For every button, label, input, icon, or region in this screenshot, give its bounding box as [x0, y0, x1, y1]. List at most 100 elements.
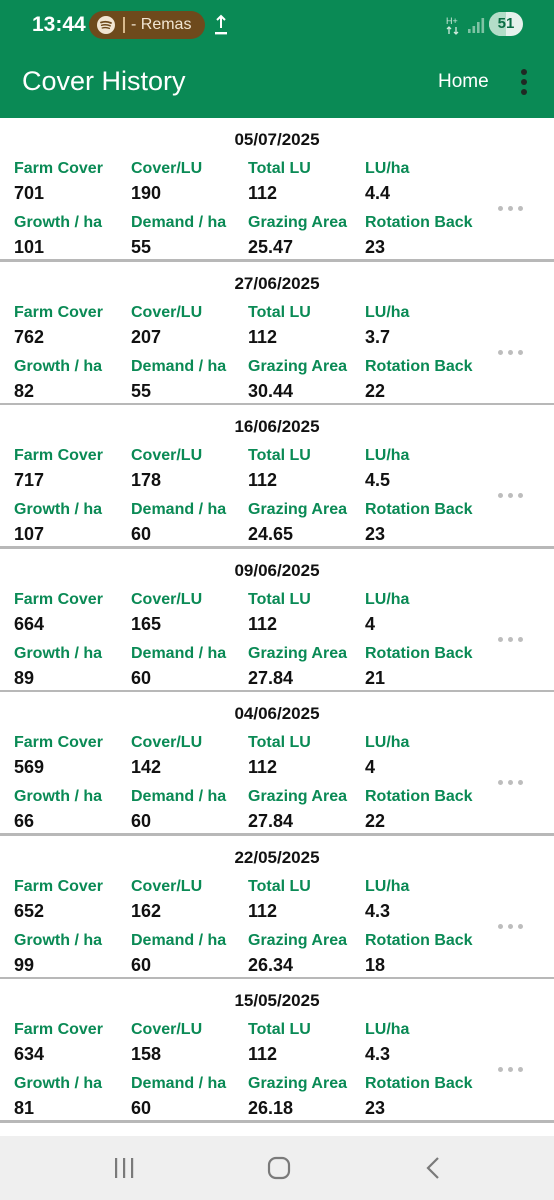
farm-cover-label: Farm Cover: [14, 590, 103, 608]
demand-ha-label: Demand / ha: [131, 501, 227, 518]
growth-ha-value: 82: [14, 380, 35, 401]
farm-cover-label: Farm Cover: [14, 877, 103, 895]
demand-ha-value: 55: [131, 237, 152, 257]
demand-ha-label: Demand / ha: [131, 1075, 227, 1092]
total-lu-value: 112: [248, 1044, 278, 1064]
media-title: - Remas: [131, 16, 192, 33]
status-time: 13:44: [32, 13, 86, 36]
total-lu-label: Total LU: [248, 303, 311, 321]
cover-record-card[interactable]: 16/06/2025 Farm Cover 717 Cover/LU 178 Total …: [0, 405, 554, 549]
demand-ha-value: 60: [131, 1098, 152, 1118]
growth-ha-label: Growth / ha: [14, 788, 102, 805]
farm-cover-value: 569: [14, 757, 45, 777]
lu-ha-value: 4.5: [365, 470, 391, 490]
home-button[interactable]: Home: [438, 71, 489, 92]
recents-icon[interactable]: [113, 1158, 135, 1178]
farm-cover-label: Farm Cover: [14, 447, 103, 464]
farm-cover-label: Farm Cover: [14, 1021, 103, 1038]
farm-cover-label: Farm Cover: [14, 734, 103, 751]
media-notification-pill[interactable]: - Remas: [89, 11, 205, 39]
record-date: 05/07/2025: [234, 130, 320, 149]
more-horiz-icon[interactable]: [498, 349, 526, 356]
grazing-area-value: 24.65: [248, 524, 294, 544]
rotation-back-value: 23: [365, 524, 386, 544]
growth-ha-value: 89: [14, 667, 35, 688]
rotation-back-value: 21: [365, 667, 386, 688]
more-horiz-icon[interactable]: [498, 493, 526, 499]
spotify-icon: [97, 16, 115, 34]
cover-lu-value: 162: [131, 900, 162, 921]
cover-lu-label: Cover/LU: [131, 734, 203, 751]
cover-lu-label: Cover/LU: [131, 877, 203, 895]
media-separator: [123, 17, 125, 33]
record-date: 16/06/2025: [234, 417, 320, 436]
mobile-data-icon: H+: [446, 16, 459, 35]
total-lu-value: 112: [248, 183, 278, 203]
total-lu-value: 112: [248, 326, 278, 347]
rotation-back-value: 23: [365, 1098, 386, 1118]
record-date: 27/06/2025: [234, 273, 320, 293]
grazing-area-value: 26.18: [248, 1098, 294, 1118]
farm-cover-value: 701: [14, 183, 45, 203]
grazing-area-value: 27.84: [248, 811, 294, 831]
farm-cover-value: 717: [14, 470, 45, 490]
cover-record-card[interactable]: 27/06/2025 Farm Cover 762 Cover/LU 207 Total …: [0, 261, 554, 406]
farm-cover-value: 762: [14, 326, 45, 347]
battery-indicator: 51: [489, 12, 523, 36]
battery-level: 51: [497, 15, 515, 32]
grazing-area-label: Grazing Area: [248, 931, 347, 949]
growth-ha-label: Growth / ha: [14, 357, 102, 375]
lu-ha-label: LU/ha: [365, 734, 410, 751]
demand-ha-value: 60: [131, 667, 152, 688]
cover-record-card[interactable]: 09/06/2025 Farm Cover 664 Cover/LU 165 Total …: [0, 548, 554, 693]
rotation-back-value: 18: [365, 954, 386, 975]
record-date: 15/05/2025: [234, 991, 320, 1010]
cover-record-card[interactable]: 15/05/2025 Farm Cover 634 Cover/LU 158 Total …: [0, 979, 554, 1123]
growth-ha-label: Growth / ha: [14, 1075, 102, 1092]
demand-ha-value: 60: [131, 954, 152, 975]
rotation-back-label: Rotation Back: [365, 357, 473, 375]
cover-history-list[interactable]: 05/07/2025 Farm Cover 701 Cover/LU 190 Total …: [0, 118, 554, 1123]
cover-lu-value: 158: [131, 1044, 162, 1064]
total-lu-label: Total LU: [248, 160, 311, 177]
back-icon[interactable]: [425, 1156, 441, 1180]
more-horiz-icon[interactable]: [498, 780, 526, 786]
cover-lu-value: 178: [131, 470, 162, 490]
more-vert-icon[interactable]: [516, 68, 532, 96]
farm-cover-value: 652: [14, 900, 45, 921]
farm-cover-label: Farm Cover: [14, 303, 103, 321]
more-horiz-icon[interactable]: [498, 636, 526, 643]
cover-lu-label: Cover/LU: [131, 160, 203, 177]
rotation-back-label: Rotation Back: [365, 788, 473, 805]
growth-ha-value: 107: [14, 524, 45, 544]
signal-icon: [468, 18, 485, 33]
rotation-back-label: Rotation Back: [365, 214, 473, 231]
page-title: Cover History: [22, 66, 186, 96]
cover-record-card[interactable]: 22/05/2025 Farm Cover 652 Cover/LU 162 Total …: [0, 835, 554, 980]
grazing-area-value: 25.47: [248, 237, 294, 257]
growth-ha-value: 99: [14, 954, 35, 975]
growth-ha-label: Growth / ha: [14, 931, 102, 949]
cover-record-card[interactable]: 05/07/2025 Farm Cover 701 Cover/LU 190 Total …: [0, 118, 554, 262]
battery-fill: [489, 12, 507, 36]
farm-cover-value: 664: [14, 613, 45, 634]
growth-ha-label: Growth / ha: [14, 501, 102, 518]
lu-ha-value: 4.3: [365, 900, 391, 921]
growth-ha-value: 81: [14, 1098, 35, 1118]
total-lu-value: 112: [248, 757, 278, 777]
home-icon[interactable]: [267, 1156, 291, 1180]
rotation-back-value: 22: [365, 380, 386, 401]
more-horiz-icon[interactable]: [498, 1067, 526, 1073]
growth-ha-label: Growth / ha: [14, 644, 102, 662]
more-horiz-icon[interactable]: [498, 923, 526, 930]
more-horiz-icon[interactable]: [498, 206, 526, 212]
cover-record-card[interactable]: 04/06/2025 Farm Cover 569 Cover/LU 142 Total …: [0, 692, 554, 836]
growth-ha-label: Growth / ha: [14, 214, 102, 231]
total-lu-value: 112: [248, 900, 278, 921]
growth-ha-value: 66: [14, 811, 35, 831]
rotation-back-label: Rotation Back: [365, 931, 473, 949]
growth-ha-value: 101: [14, 237, 45, 257]
farm-cover-label: Farm Cover: [14, 160, 103, 177]
total-lu-label: Total LU: [248, 1021, 311, 1038]
lu-ha-label: LU/ha: [365, 447, 410, 464]
